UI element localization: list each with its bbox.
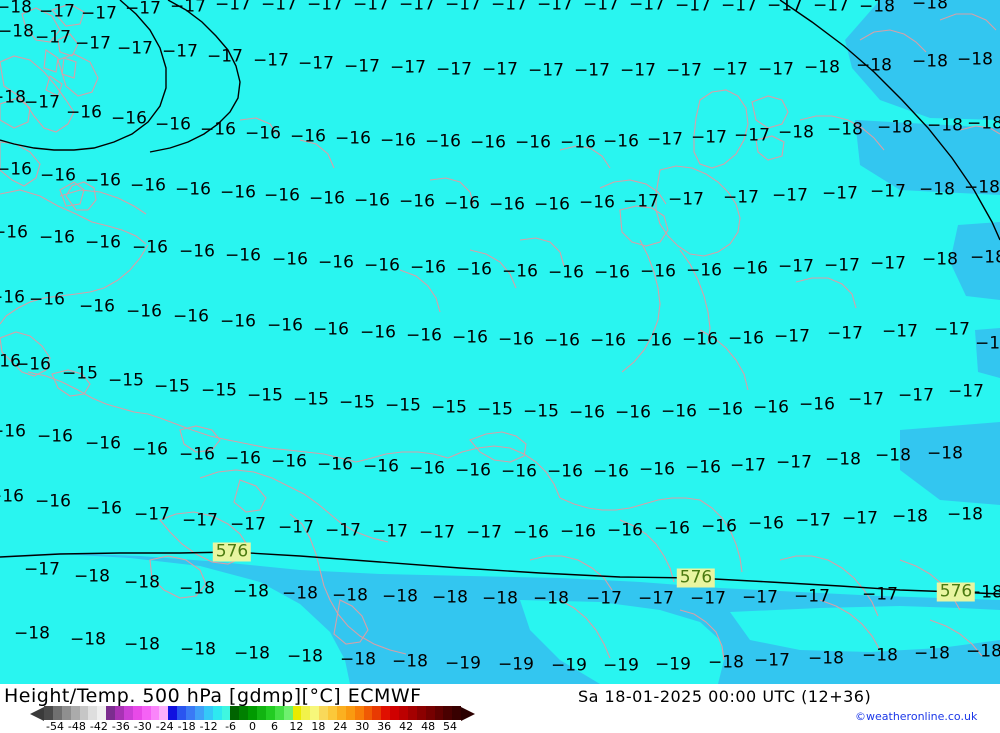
- scale-swatch: [452, 706, 462, 720]
- scale-swatch: [381, 706, 391, 720]
- scale-cap-left: [30, 706, 44, 721]
- scale-tick-label: 24: [333, 720, 348, 733]
- map-vector-layer: [0, 0, 1000, 684]
- scale-swatch: [97, 706, 107, 720]
- scale-tick-label: 30: [355, 720, 370, 733]
- scale-tick-label: 36: [377, 720, 392, 733]
- scale-swatch: [203, 706, 213, 720]
- scale-swatch: [123, 706, 133, 720]
- scale-swatch: [354, 706, 364, 720]
- color-scale-bar: [30, 706, 475, 721]
- scale-swatch: [150, 706, 160, 720]
- scale-swatch: [345, 706, 355, 720]
- scale-swatch: [257, 706, 266, 720]
- scale-tick-label: -12: [199, 720, 218, 733]
- scale-swatch: [61, 706, 71, 720]
- scale-tick-label: -30: [133, 720, 152, 733]
- contour-value-label: 576: [212, 542, 252, 562]
- scale-swatch: [336, 706, 346, 720]
- scale-swatch: [79, 706, 89, 720]
- scale-tick-label: -42: [89, 720, 108, 733]
- scale-tick-label: -18: [177, 720, 196, 733]
- scale-swatch: [186, 706, 195, 720]
- map-canvas[interactable]: −18 −17 −17 −17 −17 −17 −17 −17 −17 −17 −17 −17 −17−…: [0, 0, 1000, 684]
- scale-swatch: [106, 706, 115, 720]
- scale-swatch: [328, 706, 337, 720]
- scale-swatch: [443, 706, 453, 720]
- scale-swatch: [70, 706, 80, 720]
- scale-swatch: [310, 706, 320, 720]
- scale-swatch: [265, 706, 275, 720]
- color-scale-ticks: -54 -48 -42 -36 -30 -24 -18 -12 -6 0 6 12 18 24 30 36 42…: [30, 720, 475, 733]
- cold-shading-regions: [0, 0, 1000, 684]
- scale-tick-label: 6: [270, 720, 278, 733]
- scale-swatches: [44, 706, 462, 720]
- scale-tick-label: 12: [289, 720, 304, 733]
- scale-tick-label: 42: [399, 720, 414, 733]
- coastline-layer: [0, 3, 1000, 661]
- scale-swatch: [425, 706, 435, 720]
- scale-swatch: [168, 706, 178, 720]
- contour-value-label: 576: [936, 582, 976, 602]
- scale-swatch: [390, 706, 399, 720]
- scale-tick-label: 54: [443, 720, 458, 733]
- scale-tick-label: -24: [155, 720, 174, 733]
- scale-swatch: [221, 706, 231, 720]
- scale-swatch: [274, 706, 284, 720]
- scale-cap-right: [461, 706, 475, 721]
- model-run-info: Sa 18-01-2025 00:00 UTC (12+36): [578, 687, 872, 706]
- scale-swatch: [52, 706, 62, 720]
- scale-tick-label: -6: [225, 720, 237, 733]
- scale-swatch: [194, 706, 204, 720]
- scale-tick-label: 18: [311, 720, 326, 733]
- scale-swatch: [212, 706, 222, 720]
- scale-swatch: [132, 706, 142, 720]
- copyright-notice: ©weatheronline.co.uk: [855, 710, 978, 723]
- contour-value-label: 576: [676, 568, 716, 588]
- geopotential-contours: [0, 0, 1000, 595]
- scale-swatch: [283, 706, 293, 720]
- scale-tick-label: 0: [249, 720, 256, 733]
- scale-swatch: [239, 706, 249, 720]
- scale-swatch: [301, 706, 311, 720]
- scale-tick-label: -48: [67, 720, 86, 733]
- scale-swatch: [115, 706, 124, 720]
- scale-swatch: [363, 706, 373, 720]
- scale-swatch: [434, 706, 444, 720]
- scale-swatch: [230, 706, 240, 720]
- scale-swatch: [372, 706, 382, 720]
- scale-swatch: [44, 706, 53, 720]
- scale-swatch: [407, 706, 417, 720]
- scale-swatch: [177, 706, 186, 720]
- scale-swatch: [248, 706, 257, 720]
- scale-swatch: [416, 706, 426, 720]
- scale-swatch: [399, 706, 408, 720]
- scale-swatch: [159, 706, 169, 720]
- scale-swatch: [319, 706, 328, 720]
- scale-swatch: [141, 706, 151, 720]
- scale-tick-label: -54: [45, 720, 64, 733]
- scale-tick-label: 48: [421, 720, 436, 733]
- scale-swatch: [292, 706, 302, 720]
- scale-swatch: [88, 706, 98, 720]
- footer-bar: Height/Temp. 500 hPa [gdmp][°C] ECMWF Sa…: [0, 684, 1000, 733]
- scale-tick-label: -36: [111, 720, 130, 733]
- page-title: Height/Temp. 500 hPa [gdmp][°C] ECMWF: [4, 685, 422, 707]
